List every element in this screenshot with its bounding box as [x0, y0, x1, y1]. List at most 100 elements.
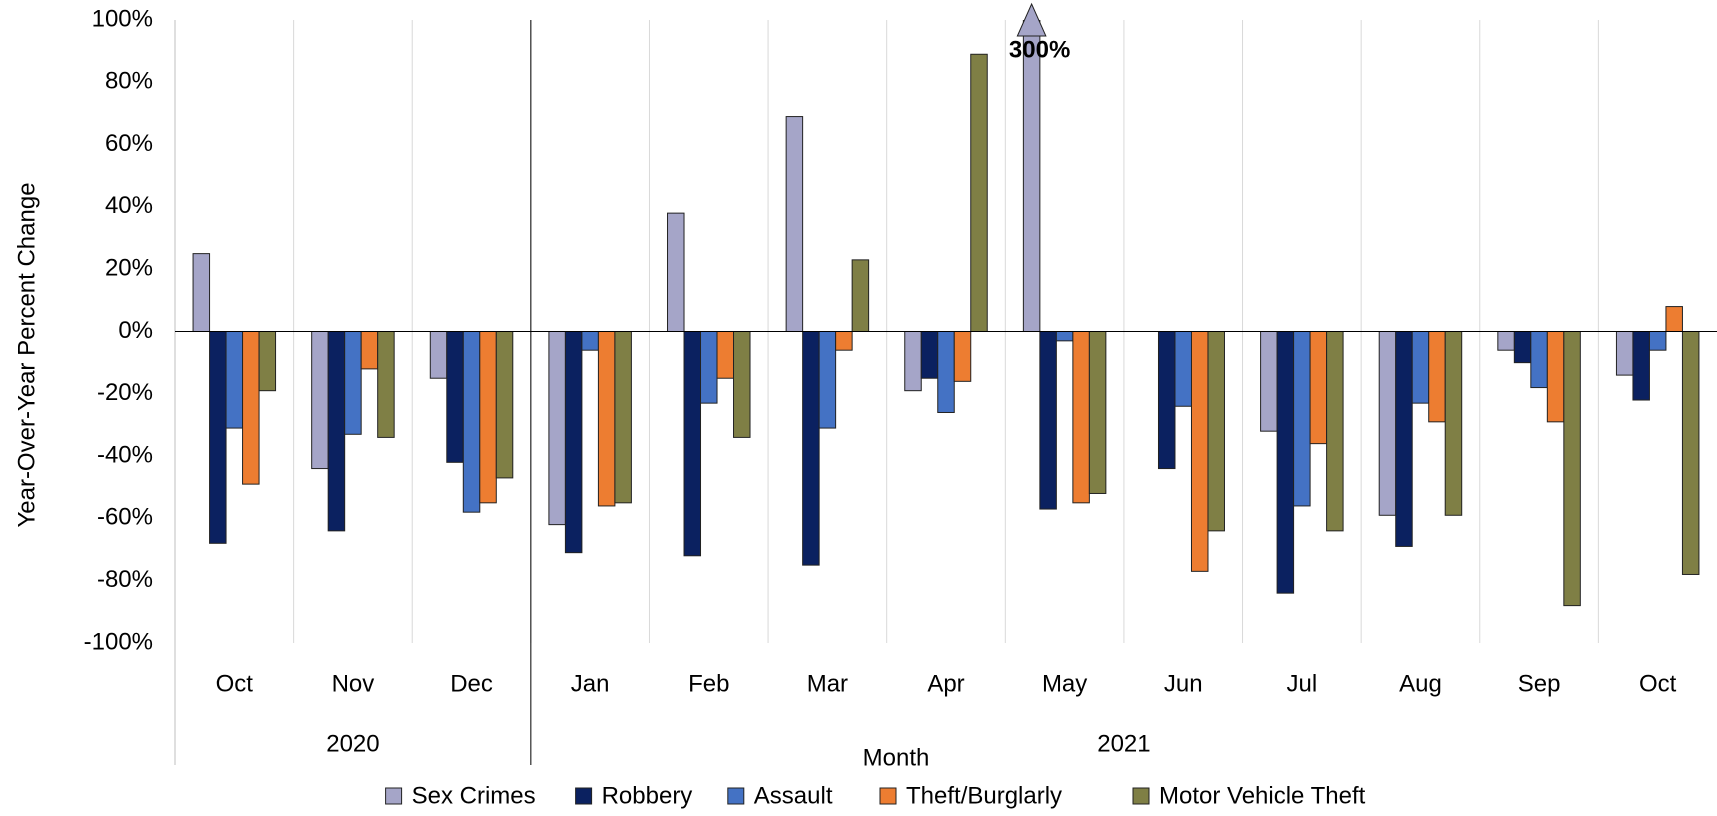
plot-area [192, 20, 1700, 607]
bar [462, 331, 481, 513]
y-tick-label: -40% [97, 441, 153, 468]
bar [818, 331, 837, 429]
legend-label: Assault [754, 782, 833, 809]
y-tick-label: -20% [97, 379, 153, 406]
bar [1444, 331, 1463, 516]
bar [1260, 331, 1278, 432]
bar [429, 331, 448, 379]
bar [242, 331, 260, 485]
bar [495, 331, 514, 479]
bar [1632, 331, 1650, 401]
bar [446, 331, 464, 463]
y-tick-label: 80% [105, 68, 153, 95]
bar [1207, 331, 1225, 532]
y-tick-label: 40% [105, 192, 153, 219]
bar [192, 253, 211, 332]
bar [1055, 331, 1074, 342]
bar [209, 331, 227, 544]
bar [1681, 331, 1700, 575]
bar [1395, 331, 1413, 547]
bar [1546, 331, 1565, 423]
bar [1411, 331, 1430, 404]
bar [360, 331, 379, 370]
x-tick-label: Jun [1164, 670, 1203, 697]
bar [733, 331, 751, 438]
legend-swatch [879, 787, 897, 805]
x-tick-label: Jan [571, 670, 610, 697]
bar [785, 116, 804, 332]
bar [904, 331, 922, 392]
y-tick-label: 60% [105, 130, 153, 157]
bar [937, 331, 955, 413]
overflow-arrow [1016, 2, 1047, 37]
bar [1497, 331, 1515, 351]
bar [1326, 331, 1344, 532]
x-tick-label: Jul [1287, 670, 1318, 697]
legend-swatch [1132, 787, 1150, 805]
bar [1039, 331, 1057, 510]
bar [479, 331, 497, 504]
legend-label: Theft/Burglarly [906, 782, 1062, 809]
x-tick-label: Mar [807, 670, 848, 697]
bar [258, 331, 277, 392]
bar [597, 331, 616, 507]
bar [1157, 331, 1176, 470]
bar [1665, 306, 1683, 332]
y-axis-title: Year-Over-Year Percent Change [13, 182, 40, 527]
x-tick-label: Aug [1399, 670, 1442, 697]
bar [1428, 331, 1446, 423]
bar [835, 331, 853, 351]
y-tick-label: 0% [118, 317, 153, 344]
bar [953, 331, 972, 382]
bar [920, 331, 939, 379]
bar [377, 331, 395, 438]
bar [581, 331, 599, 351]
legend-label: Motor Vehicle Theft [1159, 782, 1366, 809]
y-tick-label: -100% [84, 628, 153, 655]
y-tick-label: 20% [105, 255, 153, 282]
bar [970, 53, 988, 332]
bar [344, 331, 362, 435]
bar [564, 331, 583, 554]
x-tick-label: Apr [927, 670, 964, 697]
bar [1174, 331, 1192, 407]
x-tick-label: Oct [216, 670, 254, 697]
bar [667, 212, 685, 333]
bar [1513, 331, 1532, 364]
x-tick-label: Dec [450, 670, 493, 697]
group-label: 2020 [326, 730, 379, 757]
bar [802, 331, 820, 566]
bar [1615, 331, 1634, 376]
bar [548, 331, 566, 526]
bar [1648, 331, 1667, 351]
value-label: 300% [1009, 36, 1070, 63]
bar [851, 259, 870, 333]
bar [614, 331, 632, 504]
group-label: 2021 [1097, 730, 1150, 757]
bar [1293, 331, 1311, 507]
bar [311, 331, 329, 470]
x-tick-label: Feb [688, 670, 729, 697]
x-tick-label: Oct [1639, 670, 1677, 697]
legend-swatch [727, 787, 745, 805]
x-tick-label: Sep [1518, 670, 1561, 697]
bar [225, 331, 244, 429]
legend-label: Sex Crimes [412, 782, 536, 809]
x-axis-title: Month [863, 744, 930, 771]
bar [327, 331, 346, 532]
legend-label: Robbery [602, 782, 693, 809]
bar [1072, 331, 1090, 504]
legend-swatch [385, 787, 403, 805]
bar [1378, 331, 1397, 516]
y-tick-label: 100% [92, 5, 153, 32]
y-tick-label: -80% [97, 566, 153, 593]
bar [1563, 331, 1581, 607]
bar [1276, 331, 1295, 594]
bar [716, 331, 735, 379]
bar [683, 331, 702, 557]
bar [1309, 331, 1328, 445]
y-tick-label: -60% [97, 504, 153, 531]
bar [1530, 331, 1548, 389]
